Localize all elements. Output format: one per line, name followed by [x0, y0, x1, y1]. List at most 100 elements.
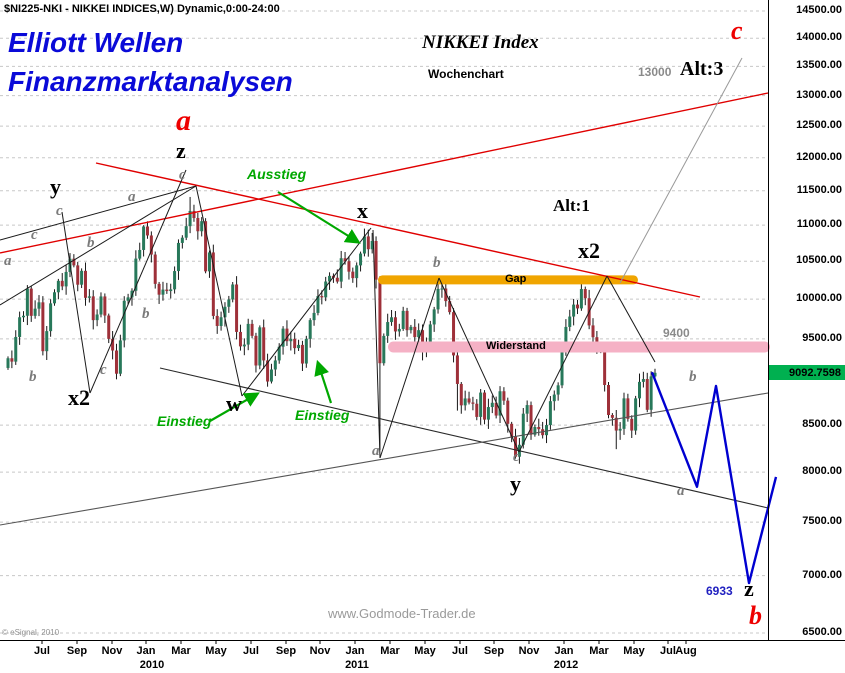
- level-bar-gap: [378, 275, 638, 285]
- candlestick-chart[interactable]: [0, 0, 845, 645]
- watermark: www.Godmode-Trader.de: [328, 606, 476, 621]
- symbol-title: $NI225-NKI - NIKKEI INDICES,W) Dynamic,0…: [4, 3, 280, 15]
- candle-body: [641, 379, 645, 382]
- candle-body: [366, 236, 370, 250]
- time-tick-label: May: [623, 645, 645, 657]
- candle-body: [118, 340, 122, 374]
- candle-body: [231, 284, 235, 300]
- candle-body: [370, 240, 374, 250]
- candle-body: [467, 398, 471, 403]
- trend-line: [606, 275, 656, 363]
- time-tick-label: Jan: [345, 645, 365, 657]
- time-tick-label: Jan: [136, 645, 156, 657]
- candle-body: [33, 308, 37, 316]
- time-tick-label: Jul: [660, 645, 676, 657]
- candle-body: [455, 355, 459, 384]
- time-tick-label: Nov: [101, 645, 123, 657]
- candle-body: [266, 360, 270, 382]
- candle-body: [432, 309, 436, 325]
- candle-body: [603, 351, 607, 385]
- signal-arrow: [277, 191, 361, 244]
- candle-body: [273, 360, 277, 370]
- candle-body: [25, 288, 29, 316]
- candle-body: [297, 344, 301, 349]
- candle-body: [64, 271, 68, 287]
- candle-body: [393, 317, 397, 332]
- candle-body: [572, 304, 576, 317]
- trend-line: [241, 227, 372, 397]
- candle-body: [324, 281, 328, 298]
- index-title: NIKKEI Index: [422, 32, 539, 53]
- candle-body: [87, 296, 91, 298]
- candle-body: [362, 236, 366, 254]
- candle-body: [130, 290, 134, 298]
- candle-body: [300, 344, 304, 364]
- trend-line: [195, 185, 243, 397]
- candle-body: [548, 401, 552, 426]
- time-tick-label: Nov: [518, 645, 540, 657]
- candle-body: [583, 289, 587, 299]
- candle-body: [378, 279, 382, 364]
- candle-body: [568, 316, 572, 327]
- candle-body: [176, 242, 180, 272]
- candle-body: [494, 402, 498, 416]
- candle-body: [316, 296, 320, 313]
- candle-body: [246, 323, 250, 345]
- candle-body: [211, 252, 215, 316]
- candle-body: [52, 292, 56, 304]
- candle-body: [153, 254, 157, 284]
- candle-body: [142, 226, 146, 250]
- candle-body: [126, 297, 130, 301]
- candle-body: [134, 258, 138, 291]
- candle-body: [591, 325, 595, 338]
- candle-body: [564, 326, 568, 349]
- trend-line: [61, 211, 91, 394]
- candle-body: [204, 221, 208, 272]
- candle-body: [304, 338, 308, 364]
- time-tick-label: Mar: [589, 645, 609, 657]
- candle-body: [103, 296, 107, 316]
- candle-body: [335, 277, 339, 282]
- trend-line: [619, 57, 743, 284]
- candle-body: [428, 324, 432, 343]
- candle-body: [99, 296, 103, 315]
- candle-body: [479, 392, 483, 417]
- candle-body: [502, 391, 506, 401]
- trend-line: [95, 162, 701, 298]
- time-tick-label: Sep: [275, 645, 297, 657]
- candle-body: [262, 327, 266, 361]
- candle-body: [173, 271, 177, 290]
- candle-body: [405, 310, 409, 331]
- candle-body: [459, 383, 463, 406]
- candle-body: [122, 300, 126, 341]
- candle-body: [645, 379, 649, 410]
- candle-body: [161, 289, 165, 295]
- candle-body: [452, 312, 456, 356]
- candle-body: [498, 391, 502, 416]
- candle-body: [308, 320, 312, 339]
- candle-body: [285, 328, 289, 342]
- candle-body: [14, 336, 18, 362]
- candle-body: [397, 328, 401, 332]
- time-tick-label: Jul: [34, 645, 50, 657]
- candle-body: [138, 249, 142, 259]
- candle-body: [401, 310, 405, 329]
- candle-body: [72, 258, 76, 266]
- candle-body: [471, 402, 475, 404]
- candle-body: [343, 258, 347, 262]
- trend-line: [518, 275, 608, 453]
- copyright-note: © eSignal, 2010: [2, 628, 60, 637]
- candle-body: [653, 372, 657, 377]
- candle-body: [417, 330, 421, 338]
- candle-body: [525, 405, 529, 414]
- candle-body: [6, 358, 10, 368]
- candle-body: [529, 405, 533, 435]
- candle-body: [355, 265, 359, 279]
- candle-body: [312, 312, 316, 321]
- candle-body: [196, 218, 200, 232]
- candle-body: [29, 288, 33, 316]
- candle-body: [169, 289, 173, 292]
- candle-body: [95, 314, 99, 321]
- candle-body: [80, 270, 84, 285]
